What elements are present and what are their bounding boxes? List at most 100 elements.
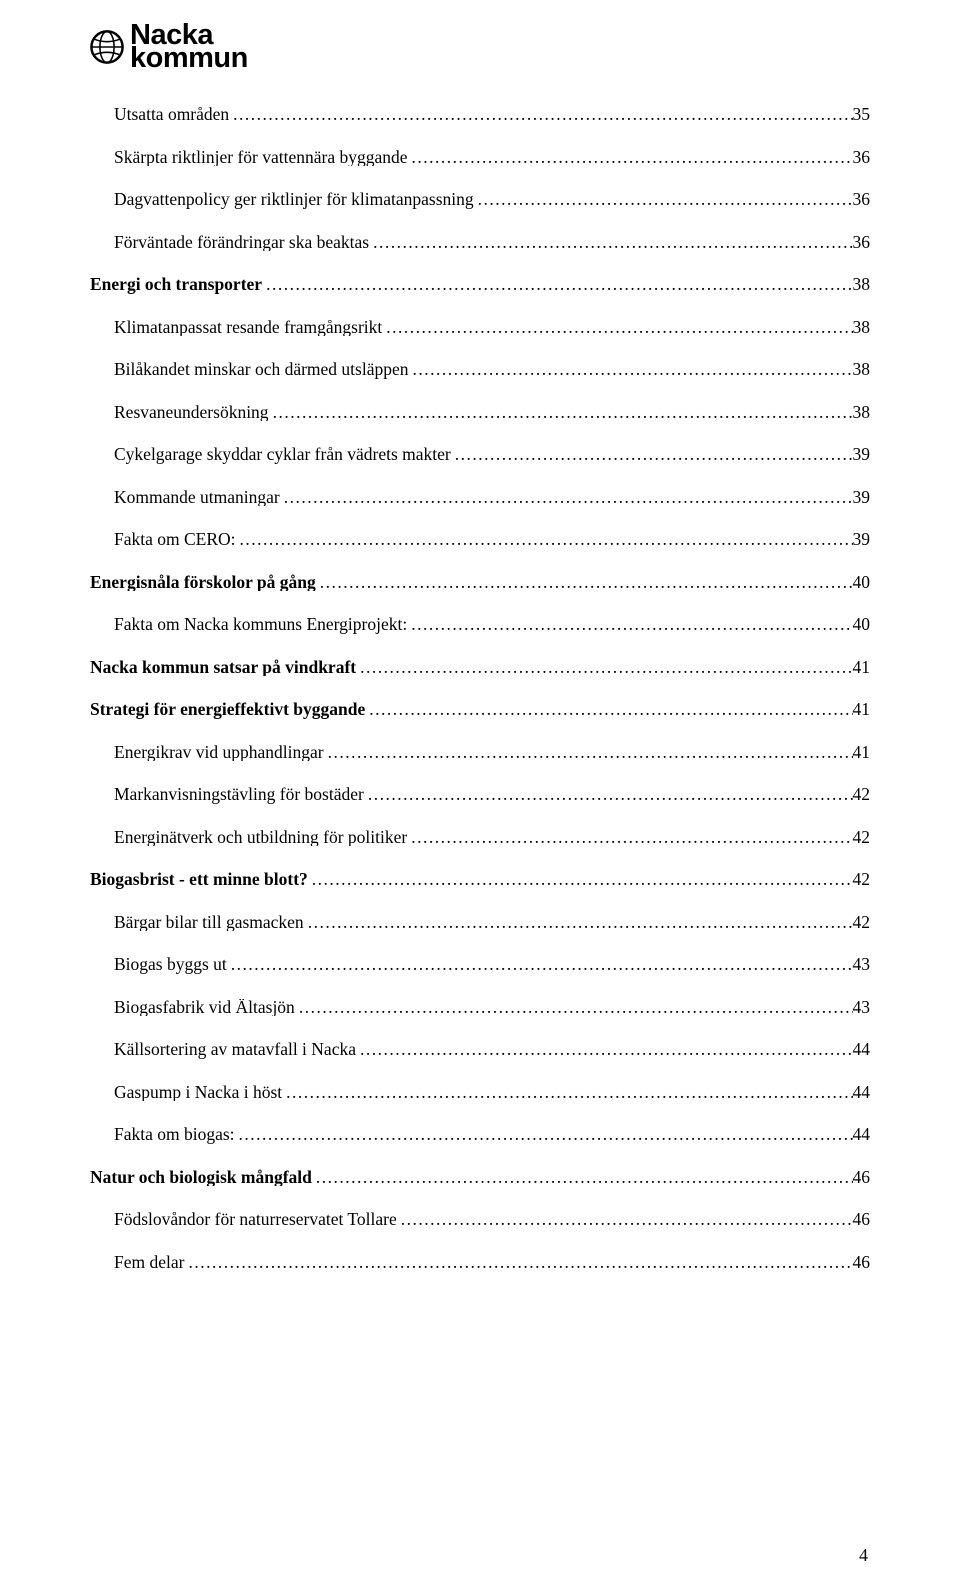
toc-entry[interactable]: Biogasfabrik vid Ältasjön 43 <box>90 999 870 1017</box>
toc-entry-page: 42 <box>853 829 871 847</box>
toc-entry-title: Nacka kommun satsar på vindkraft <box>90 659 356 677</box>
toc-entry[interactable]: Energisnåla förskolor på gång 40 <box>90 574 870 592</box>
toc-entry-title: Markanvisningstävling för bostäder <box>114 786 364 804</box>
toc-entry-title: Utsatta områden <box>114 106 229 124</box>
toc-leader-dots <box>369 234 852 252</box>
toc-entry-page: 41 <box>853 744 871 762</box>
toc-entry[interactable]: Energikrav vid upphandlingar41 <box>90 744 870 762</box>
toc-entry-title: Energisnåla förskolor på gång <box>90 574 316 592</box>
toc-entry-page: 44 <box>853 1041 871 1059</box>
toc-entry-page: 38 <box>853 361 871 379</box>
toc-entry-title: Gaspump i Nacka i höst <box>114 1084 282 1102</box>
toc-leader-dots <box>235 1126 853 1144</box>
toc-entry-title: Energinätverk och utbildning för politik… <box>114 829 407 847</box>
toc-entry[interactable]: Bärgar bilar till gasmacken 42 <box>90 914 870 932</box>
toc-entry[interactable]: Dagvattenpolicy ger riktlinjer för klima… <box>90 191 870 209</box>
toc-entry[interactable]: Strategi för energieffektivt byggande41 <box>90 701 870 719</box>
toc-entry-title: Natur och biologisk mångfald <box>90 1169 312 1187</box>
toc-entry-title: Skärpta riktlinjer för vattennära byggan… <box>114 149 408 167</box>
page-number: 4 <box>859 1545 868 1566</box>
nacka-logo-icon <box>90 30 124 64</box>
toc-entry-page: 43 <box>853 956 871 974</box>
toc-entry-page: 36 <box>853 234 871 252</box>
toc-entry-page: 38 <box>853 404 871 422</box>
toc-leader-dots <box>397 1211 853 1229</box>
toc-entry[interactable]: Bilåkandet minskar och därmed utsläppen 3… <box>90 361 870 379</box>
toc-entry[interactable]: Natur och biologisk mångfald 46 <box>90 1169 870 1187</box>
toc-entry-page: 46 <box>853 1211 871 1229</box>
toc-entry-title: Biogasfabrik vid Ältasjön <box>114 999 295 1017</box>
table-of-contents: Utsatta områden 35 Skärpta riktlinjer för … <box>90 106 870 1271</box>
toc-entry-page: 39 <box>853 446 871 464</box>
toc-entry[interactable]: Fakta om biogas:44 <box>90 1126 870 1144</box>
toc-entry[interactable]: Källsortering av matavfall i Nacka44 <box>90 1041 870 1059</box>
toc-entry-page: 38 <box>853 319 871 337</box>
toc-entry-title: Fakta om Nacka kommuns Energiprojekt: <box>114 616 407 634</box>
toc-entry-title: Cykelgarage skyddar cyklar från vädrets … <box>114 446 451 464</box>
toc-entry[interactable]: Resvaneundersökning 38 <box>90 404 870 422</box>
toc-entry-page: 44 <box>853 1126 871 1144</box>
document-page: Nacka kommun Utsatta områden 35 Skärpta ri… <box>0 0 960 1596</box>
toc-entry-title: Dagvattenpolicy ger riktlinjer för klima… <box>114 191 474 209</box>
toc-entry[interactable]: Födslovåndor för naturreservatet Tollare… <box>90 1211 870 1229</box>
toc-entry-title: Bilåkandet minskar och därmed utsläppen <box>114 361 409 379</box>
toc-entry-title: Biogas byggs ut <box>114 956 227 974</box>
toc-leader-dots <box>236 531 853 549</box>
toc-entry-page: 44 <box>853 1084 871 1102</box>
toc-entry[interactable]: Förväntade förändringar ska beaktas 36 <box>90 234 870 252</box>
toc-leader-dots <box>356 659 852 677</box>
toc-entry[interactable]: Nacka kommun satsar på vindkraft41 <box>90 659 870 677</box>
toc-entry-title: Kommande utmaningar <box>114 489 280 507</box>
toc-entry-page: 42 <box>853 914 871 932</box>
toc-entry-page: 42 <box>853 871 871 889</box>
logo: Nacka kommun <box>90 24 870 70</box>
toc-entry-page: 36 <box>853 149 871 167</box>
toc-entry[interactable]: Biogasbrist - ett minne blott?42 <box>90 871 870 889</box>
toc-leader-dots <box>408 149 853 167</box>
toc-entry-title: Strategi för energieffektivt byggande <box>90 701 365 719</box>
toc-entry[interactable]: Markanvisningstävling för bostäder42 <box>90 786 870 804</box>
toc-entry[interactable]: Skärpta riktlinjer för vattennära byggan… <box>90 149 870 167</box>
toc-entry[interactable]: Fem delar 46 <box>90 1254 870 1272</box>
toc-entry[interactable]: Klimatanpassat resande framgångsrikt38 <box>90 319 870 337</box>
toc-entry[interactable]: Utsatta områden 35 <box>90 106 870 124</box>
toc-leader-dots <box>364 786 853 804</box>
toc-entry[interactable]: Gaspump i Nacka i höst 44 <box>90 1084 870 1102</box>
toc-leader-dots <box>295 999 853 1017</box>
toc-entry-title: Fem delar <box>114 1254 184 1272</box>
toc-leader-dots <box>407 616 852 634</box>
toc-leader-dots <box>324 744 853 762</box>
toc-entry-page: 36 <box>853 191 871 209</box>
toc-entry-page: 40 <box>853 574 871 592</box>
toc-entry-page: 38 <box>853 276 871 294</box>
toc-leader-dots <box>227 956 853 974</box>
toc-leader-dots <box>304 914 853 932</box>
toc-entry[interactable]: Energi och transporter38 <box>90 276 870 294</box>
logo-text: Nacka kommun <box>130 24 248 70</box>
toc-entry-title: Förväntade förändringar ska beaktas <box>114 234 369 252</box>
logo-line2: kommun <box>130 47 248 70</box>
toc-entry-page: 43 <box>853 999 871 1017</box>
toc-entry-title: Födslovåndor för naturreservatet Tollare <box>114 1211 397 1229</box>
toc-leader-dots <box>184 1254 852 1272</box>
toc-entry[interactable]: Cykelgarage skyddar cyklar från vädrets … <box>90 446 870 464</box>
toc-entry[interactable]: Biogas byggs ut 43 <box>90 956 870 974</box>
toc-leader-dots <box>269 404 853 422</box>
toc-leader-dots <box>316 574 853 592</box>
toc-entry-page: 46 <box>853 1169 871 1187</box>
toc-entry[interactable]: Kommande utmaningar39 <box>90 489 870 507</box>
toc-leader-dots <box>229 106 852 124</box>
toc-entry[interactable]: Fakta om CERO:39 <box>90 531 870 549</box>
toc-leader-dots <box>451 446 853 464</box>
toc-leader-dots <box>282 1084 852 1102</box>
toc-entry-page: 46 <box>853 1254 871 1272</box>
toc-leader-dots <box>312 1169 853 1187</box>
toc-entry-title: Bärgar bilar till gasmacken <box>114 914 304 932</box>
toc-leader-dots <box>365 701 852 719</box>
toc-entry-title: Resvaneundersökning <box>114 404 269 422</box>
toc-leader-dots <box>308 871 853 889</box>
toc-entry[interactable]: Fakta om Nacka kommuns Energiprojekt:40 <box>90 616 870 634</box>
toc-entry-page: 35 <box>853 106 871 124</box>
toc-entry[interactable]: Energinätverk och utbildning för politik… <box>90 829 870 847</box>
toc-leader-dots <box>409 361 853 379</box>
